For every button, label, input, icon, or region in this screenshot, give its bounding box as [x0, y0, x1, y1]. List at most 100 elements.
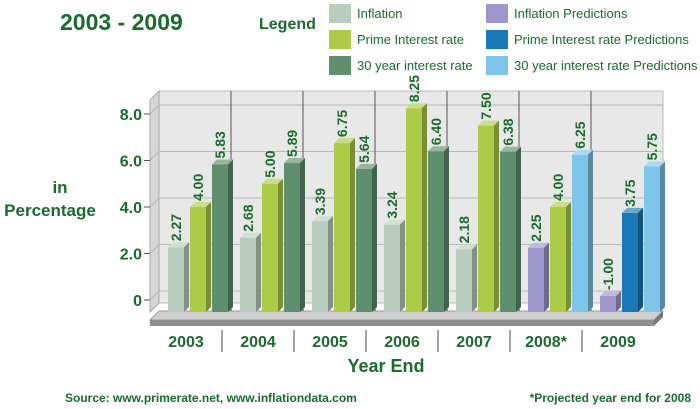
x-tick-label: 2009 — [600, 334, 636, 351]
legend-swatch — [486, 4, 508, 23]
y-tick-label: 0 — [133, 293, 142, 310]
bar-side — [422, 103, 427, 312]
y-axis: 0 2.0 4.0 6.0 8.0 — [120, 107, 150, 310]
floor-top — [148, 310, 665, 321]
bar-top — [240, 232, 261, 238]
bar — [212, 164, 228, 312]
bar-side — [516, 146, 521, 312]
bar-side — [206, 202, 211, 312]
x-tick-label: 2005 — [312, 334, 348, 351]
bar-side — [616, 291, 621, 312]
x-axis-title: Year End — [347, 356, 424, 376]
bar-side — [444, 146, 449, 312]
data-label: -1.00 — [600, 258, 616, 290]
grid-line-side — [149, 151, 160, 161]
legend-swatch — [329, 56, 351, 75]
data-label: 4.00 — [550, 174, 566, 201]
data-label: 5.75 — [644, 133, 660, 160]
y-tick-label: 8.0 — [120, 107, 142, 124]
data-label: 6.38 — [500, 118, 516, 145]
bar-side — [278, 178, 283, 312]
y-tick-label: 4.0 — [120, 200, 142, 217]
bar-top — [168, 242, 189, 248]
data-label: 7.50 — [478, 92, 494, 119]
legend-item-label: 30 year interest rate Predictions — [514, 58, 698, 73]
floor-front — [150, 320, 654, 326]
data-label: 2.25 — [528, 214, 544, 241]
bar-side — [472, 244, 477, 312]
legend-item-label: 30 year interest rate — [357, 58, 473, 73]
bar — [406, 108, 422, 312]
bar-top — [428, 146, 449, 152]
bar — [334, 143, 350, 312]
bar-top — [384, 219, 405, 225]
grid-line-side — [149, 290, 160, 301]
bar — [240, 237, 256, 312]
y-axis-title-line-2: Percentage — [4, 201, 96, 220]
bar — [428, 151, 444, 312]
legend-item-label: Inflation — [357, 6, 403, 21]
bar-side — [350, 138, 355, 312]
grid-line-side — [149, 244, 160, 254]
bar-top — [312, 216, 333, 222]
footnote: *Projected year end for 2008 — [530, 391, 692, 405]
bar-side — [400, 219, 405, 312]
bar — [478, 125, 494, 312]
data-label: 5.64 — [356, 135, 372, 162]
bar — [284, 163, 300, 312]
data-label: 3.39 — [312, 188, 328, 215]
data-label: 4.00 — [190, 174, 206, 201]
bar-side — [544, 242, 549, 312]
bar-top — [262, 178, 283, 184]
data-label: 8.25 — [406, 75, 422, 102]
data-labels: 2.27 4.00 5.83 2.68 5.00 5.89 3.39 6.75 5.64 3.24… — [168, 75, 660, 290]
bar-top — [284, 158, 305, 164]
data-label: 5.00 — [262, 150, 278, 177]
floor-side — [654, 311, 663, 326]
bar — [262, 183, 278, 312]
bar-top — [500, 146, 521, 152]
data-label: 2.18 — [456, 216, 472, 243]
data-label: 3.24 — [384, 191, 400, 218]
bar-top — [622, 207, 643, 213]
x-tick-label: 2008* — [525, 334, 568, 351]
legend-item-label: Prime Interest rate Predictions — [514, 32, 689, 47]
grid-line-side — [149, 104, 160, 115]
bar-top — [212, 159, 233, 165]
bar-side — [372, 163, 377, 312]
legend-swatch — [486, 30, 508, 49]
legend-item-label: Inflation Predictions — [514, 6, 628, 21]
y-axis-title-line-1: in — [52, 178, 67, 197]
bar-side — [256, 232, 261, 312]
bar — [384, 224, 400, 312]
bar — [168, 247, 184, 312]
x-tick-label: 2004 — [240, 334, 276, 351]
bar-side — [184, 242, 189, 312]
x-tick-label: 2003 — [168, 334, 204, 351]
legend-swatch — [486, 56, 508, 75]
bar — [356, 168, 372, 312]
bar — [550, 207, 566, 312]
bar-top — [550, 202, 571, 207]
bar-top — [572, 149, 593, 155]
legend-swatch — [329, 30, 351, 49]
data-label: 6.75 — [334, 110, 350, 137]
data-label: 3.75 — [622, 179, 638, 206]
bar-side — [660, 161, 665, 312]
bar-top — [644, 161, 665, 167]
bar — [528, 247, 544, 312]
legend-label: Legend — [259, 16, 316, 33]
bar-side — [228, 159, 233, 312]
legend-swatch — [329, 4, 351, 23]
legend-item-label: Prime Interest rate — [357, 32, 464, 47]
bar — [456, 249, 472, 312]
bar-side — [588, 149, 593, 312]
bar — [190, 207, 206, 312]
bar — [600, 296, 616, 312]
data-label: 2.68 — [240, 204, 256, 231]
data-label: 2.27 — [168, 214, 184, 241]
bar-top — [478, 120, 499, 126]
bar-top — [334, 138, 355, 144]
